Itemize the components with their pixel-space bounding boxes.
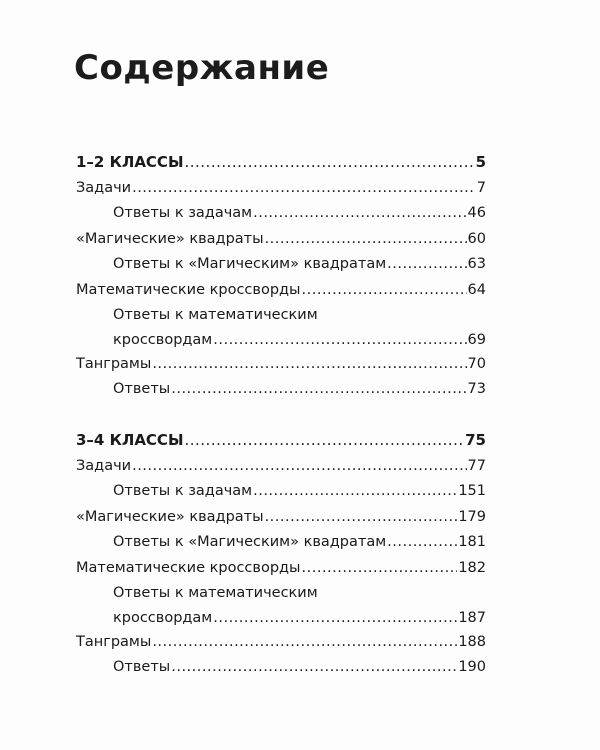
toc-entry-label: Ответы к задачам bbox=[113, 205, 253, 221]
toc-page-number: 63 bbox=[467, 256, 486, 272]
toc-page-number: 181 bbox=[458, 534, 486, 550]
toc-page-number: 182 bbox=[458, 559, 486, 576]
toc-page-number: 7 bbox=[476, 179, 486, 196]
toc-entry[interactable]: Ответы к «Магическим» квадратам 181 bbox=[76, 530, 486, 556]
toc-entry[interactable]: 3–4 КЛАССЫ 75 bbox=[76, 428, 486, 454]
toc-entry[interactable]: Ответы 190 bbox=[76, 655, 486, 681]
toc-entry-label: Ответы к задачам bbox=[113, 483, 253, 499]
toc-entry[interactable]: «Магические» квадраты 179 bbox=[76, 505, 486, 531]
toc-page-number: 151 bbox=[458, 483, 486, 499]
toc-entry[interactable]: Ответы 73 bbox=[76, 377, 486, 403]
toc-entry-label: Задачи bbox=[76, 457, 132, 474]
toc-entry[interactable]: кроссвордам 187 bbox=[76, 607, 486, 630]
toc-entry-label: «Магические» квадраты bbox=[76, 230, 264, 247]
dot-leader bbox=[387, 530, 457, 556]
dot-leader bbox=[132, 454, 466, 480]
toc-entry[interactable]: Математические кроссворды 64 bbox=[76, 278, 486, 304]
dot-leader bbox=[171, 655, 457, 681]
toc-entry[interactable]: Задачи 77 bbox=[76, 454, 486, 480]
toc-entry[interactable]: кроссвордам 69 bbox=[76, 329, 486, 352]
dot-leader bbox=[184, 428, 464, 454]
toc-entry[interactable]: Танграмы 70 bbox=[76, 352, 486, 378]
toc-entry-label: Ответы bbox=[113, 381, 171, 397]
toc-entry-label: 1–2 КЛАССЫ bbox=[76, 153, 184, 171]
dot-leader bbox=[387, 252, 466, 278]
toc-entry[interactable]: Ответы к «Магическим» квадратам 63 bbox=[76, 252, 486, 278]
toc-entry-label: 3–4 КЛАССЫ bbox=[76, 431, 184, 449]
toc-entry-first-line[interactable]: Ответы к математическим bbox=[113, 585, 318, 601]
toc-page-number: 187 bbox=[458, 609, 486, 626]
dot-leader bbox=[302, 278, 467, 304]
dot-leader bbox=[152, 630, 457, 656]
toc-entry-label: кроссвордам bbox=[113, 609, 213, 626]
toc-page-number: 188 bbox=[458, 633, 486, 650]
toc-entry-label: Математические кроссворды bbox=[76, 559, 301, 576]
toc-entry[interactable]: Математические кроссворды 182 bbox=[76, 556, 486, 582]
toc-entry-label: «Магические» квадраты bbox=[76, 508, 264, 525]
toc-entry[interactable]: Танграмы 188 bbox=[76, 630, 486, 656]
toc-section-1-2: 1–2 КЛАССЫ 5 Задачи 7 Ответы к задачам 46 «Маг… bbox=[76, 150, 486, 403]
toc-page-number: 60 bbox=[467, 230, 486, 247]
toc-page-number: 75 bbox=[465, 431, 486, 449]
dot-leader bbox=[213, 329, 466, 352]
toc-entry-label: Ответы к «Магическим» квадратам bbox=[113, 534, 387, 550]
toc-page-number: 179 bbox=[458, 508, 486, 525]
dot-leader bbox=[171, 377, 466, 403]
dot-leader bbox=[213, 607, 457, 630]
dot-leader bbox=[184, 150, 474, 176]
toc-page-number: 5 bbox=[475, 153, 486, 171]
toc-page-number: 73 bbox=[467, 381, 486, 397]
toc-entry-label: Математические кроссворды bbox=[76, 281, 301, 298]
toc-entry-label: Задачи bbox=[76, 179, 132, 196]
dot-leader bbox=[265, 505, 458, 531]
toc-entry[interactable]: 1–2 КЛАССЫ 5 bbox=[76, 150, 486, 176]
toc-entry[interactable]: Ответы к задачам 46 bbox=[76, 201, 486, 227]
toc-entry[interactable]: Ответы к задачам 151 bbox=[76, 479, 486, 505]
dot-leader bbox=[302, 556, 458, 582]
dot-leader bbox=[132, 176, 476, 202]
toc-entry-label: кроссвордам bbox=[113, 331, 213, 348]
toc-entry-label: Танграмы bbox=[76, 355, 152, 372]
toc-page-number: 46 bbox=[467, 205, 486, 221]
toc-page-number: 70 bbox=[467, 355, 486, 372]
toc-entry-label: Танграмы bbox=[76, 633, 152, 650]
toc-section-3-4: 3–4 КЛАССЫ 75 Задачи 77 Ответы к задачам 151 «… bbox=[76, 428, 486, 681]
page-title: Содержание bbox=[74, 48, 330, 88]
toc-entry[interactable]: Задачи 7 bbox=[76, 176, 486, 202]
toc-page-number: 77 bbox=[467, 457, 486, 474]
toc-page-number: 69 bbox=[467, 331, 486, 348]
toc-entry-first-line[interactable]: Ответы к математическим bbox=[113, 307, 318, 323]
toc-entry-label: Ответы bbox=[113, 659, 171, 675]
dot-leader bbox=[253, 479, 457, 505]
toc-page-number: 64 bbox=[467, 281, 486, 298]
dot-leader bbox=[253, 201, 466, 227]
dot-leader bbox=[152, 352, 466, 378]
toc-entry[interactable]: «Магические» квадраты 60 bbox=[76, 227, 486, 253]
toc-page-number: 190 bbox=[458, 659, 486, 675]
dot-leader bbox=[265, 227, 467, 253]
toc-entry-label: Ответы к «Магическим» квадратам bbox=[113, 256, 387, 272]
